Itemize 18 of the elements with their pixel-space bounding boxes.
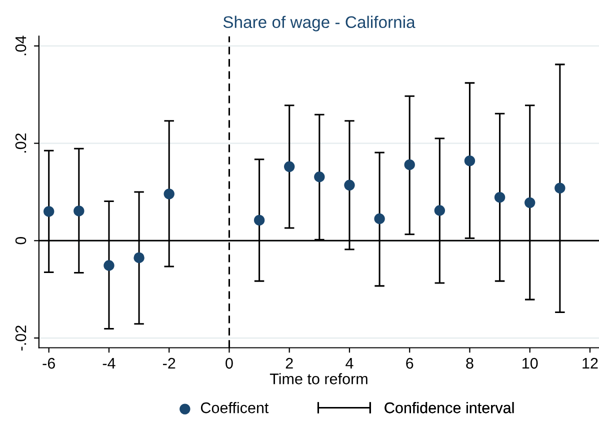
y-tick-label: .02 [15, 133, 26, 153]
x-tick-label: 12 [582, 358, 598, 369]
x-tick-label: -6 [42, 358, 55, 369]
x-tick-label: -2 [162, 358, 176, 369]
chart-title: Share of wage - California [223, 16, 416, 32]
x-tick-label: 2 [286, 358, 293, 369]
x-tick-label: 10 [522, 358, 538, 369]
y-tick-label: 0 [15, 237, 26, 244]
y-tick-label: -.02 [15, 326, 26, 350]
x-tick-label: 0 [226, 358, 233, 369]
text: Confidence interval [384, 402, 514, 414]
x-tick-label: -4 [102, 358, 116, 369]
x-tick-label: 6 [406, 358, 414, 369]
legend-label: Coefficent [200, 402, 269, 414]
x-tick-label: 4 [346, 358, 354, 369]
x-axis-title: Time to reform [270, 373, 368, 384]
x-tick-label: 8 [466, 358, 474, 369]
y-tick-label: .04 [15, 36, 26, 56]
